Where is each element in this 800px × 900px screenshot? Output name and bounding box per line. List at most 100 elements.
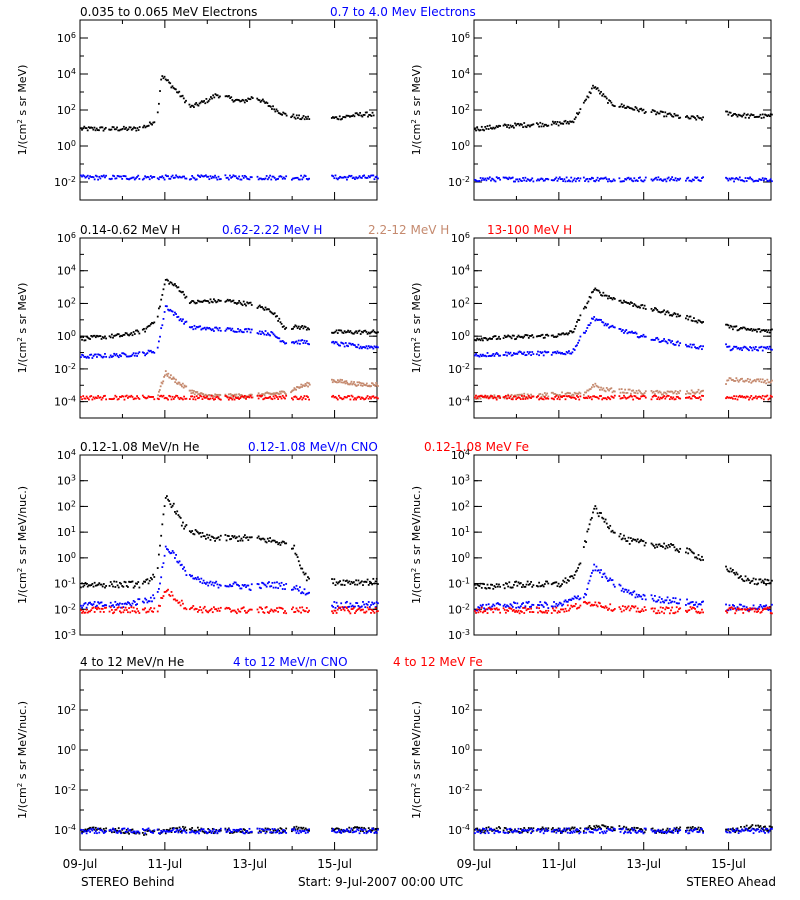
data-point <box>153 321 156 324</box>
data-point <box>247 327 250 330</box>
data-point <box>265 606 268 608</box>
data-point <box>474 354 476 357</box>
data-point <box>141 582 144 585</box>
data-point <box>200 328 203 331</box>
data-point <box>247 610 250 612</box>
data-point <box>159 385 162 388</box>
data-point <box>147 827 150 830</box>
data-point <box>133 830 136 833</box>
data-point <box>268 396 270 399</box>
data-point <box>356 602 359 604</box>
data-point <box>640 107 643 110</box>
data-point <box>218 327 221 329</box>
data-point <box>372 347 375 350</box>
data-point <box>297 589 300 592</box>
data-point <box>605 324 608 327</box>
data-point <box>515 606 518 609</box>
data-point <box>148 608 151 611</box>
data-point <box>230 397 233 400</box>
data-point <box>176 394 179 397</box>
data-point <box>109 128 112 131</box>
data-point <box>518 606 521 609</box>
data-point <box>657 396 660 399</box>
data-point <box>273 334 276 337</box>
data-point <box>478 396 481 399</box>
data-point <box>93 832 96 834</box>
data-point <box>491 608 494 611</box>
data-point <box>546 392 549 395</box>
data-point <box>664 391 667 394</box>
data-point <box>592 828 594 830</box>
data-point <box>592 569 594 572</box>
data-point <box>102 827 105 830</box>
data-point <box>348 342 351 345</box>
data-point <box>201 531 204 534</box>
data-point <box>608 527 610 530</box>
data-point <box>504 336 507 339</box>
data-point <box>751 380 754 383</box>
data-point <box>749 608 752 611</box>
data-point <box>120 611 122 614</box>
data-point <box>689 392 692 395</box>
data-point <box>756 583 758 586</box>
data-point <box>554 351 557 353</box>
data-point <box>572 605 575 607</box>
data-point <box>690 180 693 183</box>
data-point <box>506 397 508 400</box>
data-point <box>191 300 194 302</box>
data-point <box>579 314 582 317</box>
data-point <box>204 102 207 105</box>
data-point <box>373 396 376 399</box>
data-point <box>163 178 166 181</box>
data-point <box>642 610 645 612</box>
data-point <box>609 325 612 328</box>
data-point <box>191 530 194 532</box>
data-point <box>350 827 353 830</box>
data-point <box>357 330 360 333</box>
data-point <box>229 299 231 301</box>
data-point <box>98 129 100 132</box>
data-point <box>631 302 633 304</box>
y-tick-label: 10-4 <box>448 394 470 409</box>
data-point <box>586 389 589 392</box>
data-point <box>588 178 591 180</box>
data-point <box>115 395 118 398</box>
data-point <box>367 175 370 177</box>
data-point <box>170 86 173 89</box>
data-point <box>766 606 769 609</box>
data-point <box>277 112 280 114</box>
data-point <box>283 390 286 393</box>
data-point <box>230 96 233 99</box>
data-point <box>688 609 691 612</box>
data-point <box>235 583 238 586</box>
data-point <box>185 385 188 388</box>
data-point <box>183 384 186 387</box>
data-point <box>194 327 197 330</box>
data-point <box>277 587 280 590</box>
data-point <box>514 122 516 125</box>
data-point <box>690 550 693 553</box>
data-point <box>128 829 130 832</box>
data-point <box>611 324 614 327</box>
data-point <box>184 397 187 400</box>
data-point <box>659 110 662 113</box>
data-point <box>635 107 638 110</box>
data-point <box>247 302 250 305</box>
data-point <box>293 387 296 390</box>
data-point <box>98 175 101 178</box>
data-point <box>691 178 694 181</box>
data-point <box>758 115 761 118</box>
data-point <box>693 179 695 182</box>
data-point <box>279 175 282 177</box>
data-point <box>498 603 500 606</box>
data-point <box>108 829 111 832</box>
data-point <box>577 341 580 344</box>
data-point <box>249 301 252 304</box>
data-point <box>91 826 94 829</box>
data-point <box>764 395 766 398</box>
data-point <box>655 113 657 116</box>
data-point <box>753 396 756 399</box>
data-point <box>105 174 108 177</box>
data-point <box>756 349 758 351</box>
data-point <box>248 98 251 101</box>
